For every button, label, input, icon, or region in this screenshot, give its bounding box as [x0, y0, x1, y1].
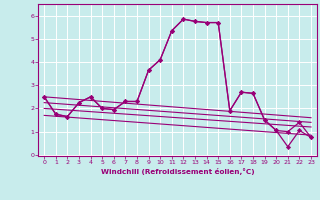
- X-axis label: Windchill (Refroidissement éolien,°C): Windchill (Refroidissement éolien,°C): [101, 168, 254, 175]
